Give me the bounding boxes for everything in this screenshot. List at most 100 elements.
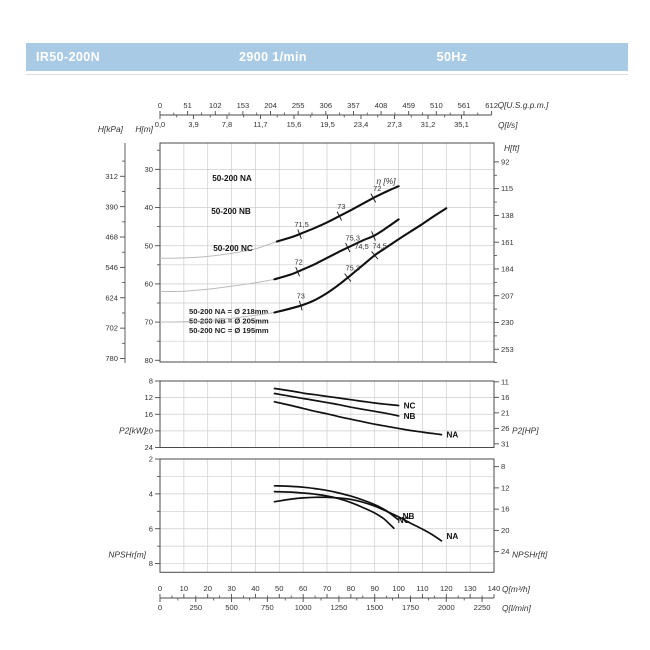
q-lmin-tick-label: 2250 xyxy=(474,603,491,612)
h-kpa-axis-label: H[kPa] xyxy=(98,124,124,134)
bottom-q-axis: 0 10 20 30 40 50 60 70 80 90 100 110 120 130 140 0 250 50… xyxy=(158,584,532,613)
power-axis-kw: 24 20 16 12 8 P2[kW] xyxy=(119,377,160,452)
npshr-ft-tick-label: 20 xyxy=(501,526,509,535)
q-ls-tick-label: 11,7 xyxy=(253,120,267,129)
h-kpa-tick-label: 390 xyxy=(105,202,118,211)
efficiency-value: 75,3 xyxy=(346,264,360,273)
efficiency-value: 73 xyxy=(337,202,345,211)
curve-NC xyxy=(273,387,400,407)
q-ls-tick-label: 15,6 xyxy=(287,120,302,129)
curve-label-NC: NC xyxy=(398,516,410,525)
curve-label-NA: NA xyxy=(447,431,459,440)
impeller-diameter-note: 50-200 NC = Ø 195mm xyxy=(189,326,269,335)
h-ft-tick-label: 253 xyxy=(501,345,514,354)
line xyxy=(345,242,351,253)
q-m3h-tick-label: 80 xyxy=(347,584,355,593)
q-m3h-tick-label: 40 xyxy=(251,584,259,593)
npsh-chart-grid xyxy=(160,459,494,573)
npsh-curve-NA: NA xyxy=(273,496,459,542)
curve-label-NA: NA xyxy=(447,532,459,541)
line xyxy=(371,231,376,241)
efficiency-value: 72 xyxy=(295,258,303,267)
h-m-tick-label: 70 xyxy=(145,318,153,327)
q-ls-axis-label: Q[l/s] xyxy=(498,120,518,130)
p2-kw-tick-label: 12 xyxy=(145,393,153,402)
efficiency-value: 72 xyxy=(373,184,381,193)
q-ls-tick-label: 19,5 xyxy=(320,120,335,129)
h-kpa-tick-label: 702 xyxy=(105,324,118,333)
head-eta-title: η [%] xyxy=(376,176,396,186)
curve-label-NB: 50-200 NB xyxy=(211,207,251,216)
power-axis-hp: 31 26 21 16 11 P2[HP] xyxy=(494,377,539,448)
npshr-m-tick-label: 2 xyxy=(149,455,153,464)
q-gpm-tick-label: 459 xyxy=(402,101,415,110)
impeller-diameter-note: 50-200 NA = Ø 218mm xyxy=(189,307,269,316)
curve-NB xyxy=(273,392,400,417)
efficiency-axis-label: η [%] xyxy=(376,176,396,186)
efficiency-value: 74,5 xyxy=(354,242,368,251)
h-kpa-tick-label: 780 xyxy=(105,354,118,363)
q-m3h-tick-label: 60 xyxy=(299,584,307,593)
npsh-curve-NC: NC xyxy=(273,490,410,530)
npsh-axis-m: 8 6 4 2 NPSHr[m] xyxy=(108,455,160,568)
npshr-ft-tick-label: 12 xyxy=(501,483,509,492)
impeller-diameter-note: 50-200 NB = Ø 205mm xyxy=(189,317,269,326)
p2-hp-tick-label: 11 xyxy=(501,377,509,386)
head-axis-h-m: 80 70 60 50 40 30 H[m] xyxy=(135,124,160,365)
q-ls-tick-label: 3,9 xyxy=(188,120,199,129)
q-gpm-tick-label: 408 xyxy=(375,101,388,110)
q-lmin-tick-label: 250 xyxy=(189,603,202,612)
p2-hp-tick-label: 16 xyxy=(501,393,509,402)
p2-kw-tick-label: 8 xyxy=(149,377,153,386)
h-ft-tick-label: 184 xyxy=(501,265,514,274)
line xyxy=(371,251,379,260)
q-m3h-tick-label: 0 xyxy=(158,584,162,593)
q-gpm-tick-label: 51 xyxy=(183,101,191,110)
curve-thin-NC xyxy=(159,241,278,259)
h-m-tick-label: 80 xyxy=(145,356,153,365)
q-ls-tick-label: 31,2 xyxy=(421,120,436,129)
head-chart-frame xyxy=(159,142,495,363)
p2-hp-tick-label: 21 xyxy=(501,408,509,417)
npshr-ft-tick-label: 8 xyxy=(501,462,505,471)
efficiency-value: 73 xyxy=(297,292,305,301)
h-kpa-tick-label: 624 xyxy=(105,293,118,302)
h-ft-tick-label: 92 xyxy=(501,157,509,166)
curve-NC xyxy=(273,490,395,530)
q-ls-tick-label: 23,4 xyxy=(354,120,369,129)
efficiency-value: 75,3 xyxy=(346,234,360,243)
curve-label-NC: 50-200 NC xyxy=(213,244,253,253)
h-ft-tick-label: 138 xyxy=(501,211,514,220)
q-m3h-axis-label: Q[m³/h] xyxy=(502,584,531,594)
q-lmin-axis-label: Q[l/min] xyxy=(502,603,532,613)
q-lmin-tick-label: 1750 xyxy=(402,603,419,612)
h-m-tick-label: 60 xyxy=(145,280,153,289)
q-lmin-tick-label: 500 xyxy=(225,603,238,612)
top-q-axis: 0 51 102 153 204 255 306 357 408 459 510 561 612 0,0 3… xyxy=(155,100,549,130)
q-m3h-tick-label: 100 xyxy=(392,584,405,593)
npshr-ft-tick-label: 16 xyxy=(501,505,509,514)
npshr-m-tick-label: 6 xyxy=(149,524,153,533)
q-m3h-tick-label: 90 xyxy=(370,584,378,593)
q-m3h-tick-label: 20 xyxy=(203,584,211,593)
power-curve-NC: NC xyxy=(273,387,415,411)
line xyxy=(297,229,302,239)
curve-thin-NA xyxy=(159,312,275,323)
h-kpa-tick-label: 468 xyxy=(105,233,118,242)
line xyxy=(298,300,303,311)
h-ft-tick-label: 207 xyxy=(501,291,514,300)
curve-label-NA: 50-200 NA xyxy=(212,174,252,183)
q-m3h-tick-label: 120 xyxy=(440,584,453,593)
curve-NA xyxy=(273,400,443,436)
line xyxy=(370,193,377,203)
pump-frequency: 50Hz xyxy=(436,50,468,64)
q-m3h-tick-label: 140 xyxy=(488,584,501,593)
h-m-tick-label: 50 xyxy=(145,241,153,250)
header-divider xyxy=(26,74,628,75)
q-lmin-tick-label: 2000 xyxy=(438,603,455,612)
q-lmin-tick-label: 1000 xyxy=(295,603,312,612)
npshr-ft-axis-label: NPSHr[ft] xyxy=(512,549,548,559)
